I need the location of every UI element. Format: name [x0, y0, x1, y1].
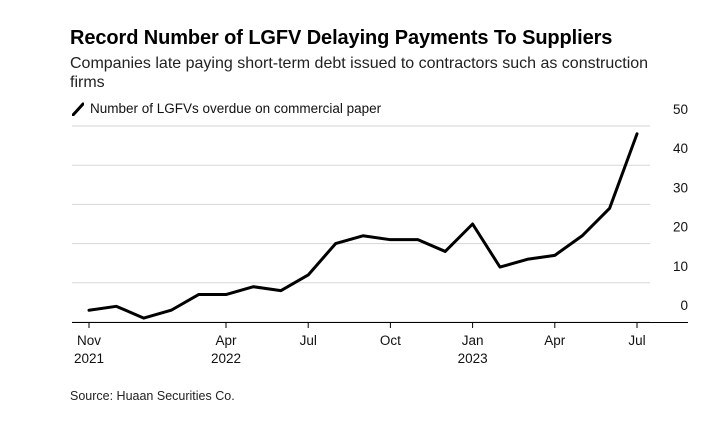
legend-label: Number of LGFVs overdue on commercial pa… [90, 101, 382, 116]
x-tick-label: Jul [300, 333, 317, 348]
y-tick-label: 30 [673, 180, 688, 195]
legend: Number of LGFVs overdue on commercial pa… [72, 101, 381, 116]
x-tick-label: Apr [544, 333, 566, 348]
series-line [87, 132, 639, 320]
x-tick-year-label: 2023 [458, 351, 488, 366]
y-tick-label: 10 [673, 259, 688, 274]
legend-line-icon [72, 102, 84, 116]
y-tick-label: 20 [673, 220, 688, 235]
x-tick-year-label: 2022 [211, 351, 241, 366]
chart-subtitle: Companies late paying short-term debt is… [70, 55, 649, 91]
source-note: Source: Huaan Securities Co. [70, 389, 235, 403]
y-tick-label: 0 [680, 298, 688, 313]
x-tick-label: Apr [215, 333, 237, 348]
x-tick-label: Jan [462, 333, 484, 348]
chart-title: Record Number of LGFV Delaying Payments … [70, 27, 613, 49]
y-tick-label: 50 [673, 102, 688, 117]
y-tick-label: 40 [673, 141, 688, 156]
x-tick-label: Oct [380, 333, 401, 348]
x-tick-year-label: 2021 [74, 351, 104, 366]
x-tick-label: Jul [628, 333, 645, 348]
x-tick-label: Nov [77, 333, 101, 348]
